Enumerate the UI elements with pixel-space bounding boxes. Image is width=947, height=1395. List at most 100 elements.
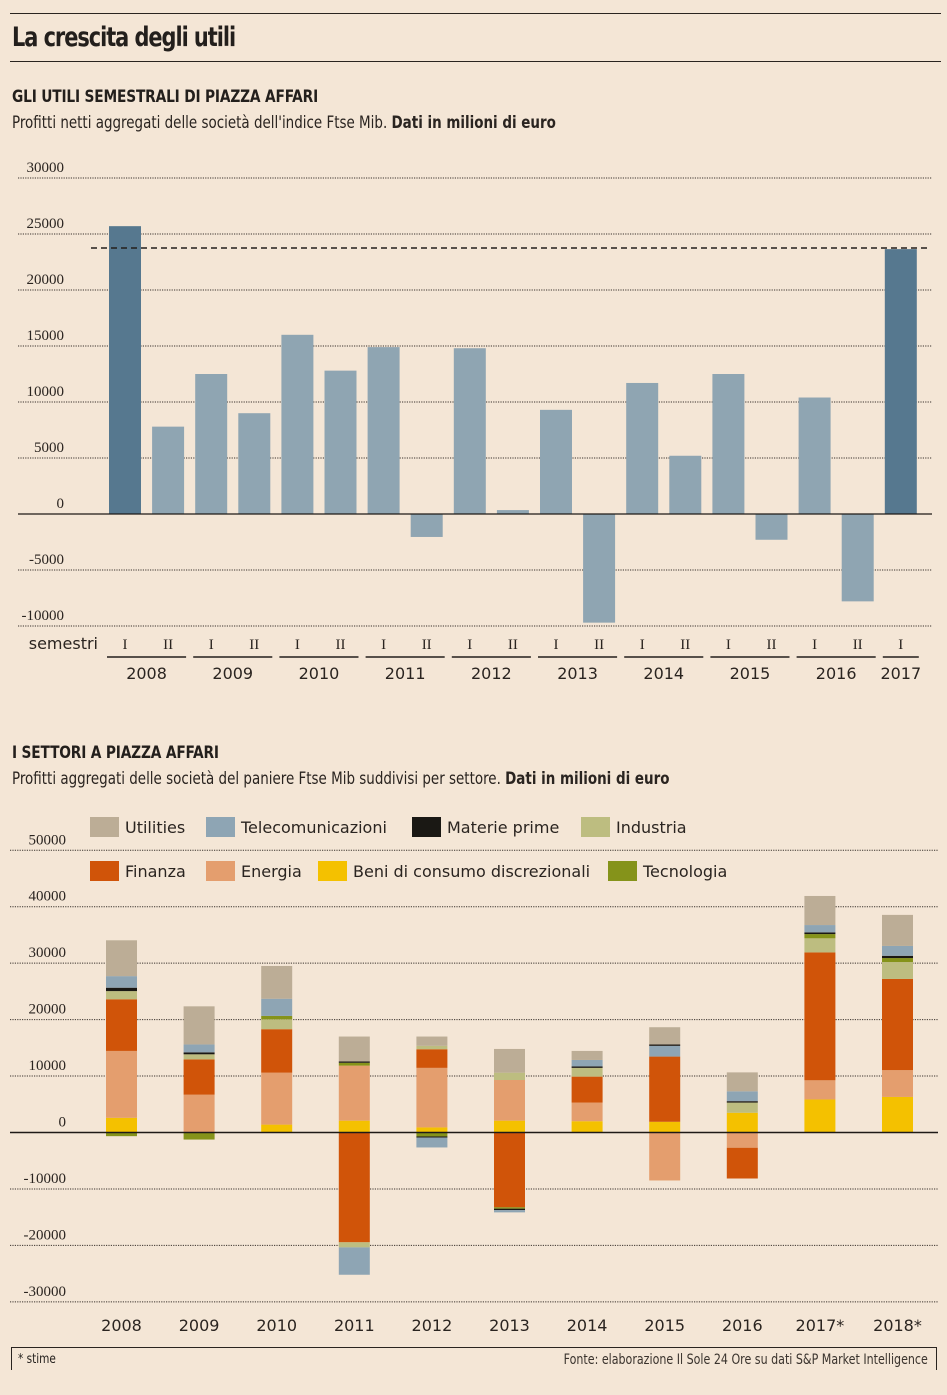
segment-beni-di-consumo-discrezionali	[494, 1120, 525, 1133]
segment-industria	[494, 1072, 525, 1081]
y-tick-label: 5000	[34, 440, 64, 456]
category-label: 2014	[567, 1316, 608, 1335]
semester-tick-label: II	[680, 637, 690, 653]
legend-label: Industria	[616, 818, 687, 837]
semester-tick-label: II	[249, 637, 259, 653]
year-label: 2017	[880, 664, 921, 683]
title-rule	[10, 61, 941, 62]
legend-swatch-beni-di-consumo-discrezionali	[318, 861, 347, 881]
bar-2015-II	[755, 514, 788, 540]
segment-energia	[106, 1050, 137, 1118]
footer: * stime Fonte: elaborazione Il Sole 24 O…	[11, 1347, 937, 1370]
y-tick-label: 30000	[27, 160, 65, 176]
segment-finanza	[494, 1132, 525, 1208]
y-tick-label: 10000	[29, 1058, 67, 1074]
chart2-title: I SETTORI A PIAZZA AFFARI	[12, 743, 219, 763]
chart1-subtitle: Profitti netti aggregati delle società d…	[12, 113, 556, 133]
semester-tick-label: I	[467, 637, 472, 653]
segment-finanza	[804, 952, 836, 1081]
year-label: 2011	[385, 664, 426, 683]
legend-label: Materie prime	[447, 818, 559, 837]
segment-beni-di-consumo-discrezionali	[571, 1121, 603, 1133]
y-tick-label: -10000	[24, 1171, 67, 1187]
segment-energia	[726, 1132, 758, 1148]
segment-energia	[494, 1080, 525, 1121]
segment-tecnologia	[804, 934, 836, 939]
segment-materie-prime	[571, 1066, 603, 1068]
bar-2008-I	[109, 226, 141, 514]
segment-energia	[416, 1067, 448, 1128]
segment-beni-di-consumo-discrezionali	[338, 1120, 370, 1133]
bar-2016-II	[841, 514, 874, 602]
segment-telecomunicazioni	[882, 945, 913, 956]
semester-tick-label: I	[898, 637, 903, 653]
semester-tick-label: II	[767, 637, 777, 653]
chart2-subtitle-unit: Dati in milioni di euro	[505, 769, 670, 789]
legend-label: Telecomunicazioni	[240, 818, 387, 837]
y-tick-label: -30000	[24, 1284, 67, 1300]
bar-2012-II	[496, 510, 529, 514]
y-tick-label: 0	[57, 496, 65, 512]
segment-energia	[571, 1102, 603, 1122]
segment-energia	[338, 1065, 370, 1121]
bar-2016-I	[798, 397, 831, 514]
y-tick-label: -5000	[29, 552, 64, 568]
semester-tick-label: II	[336, 637, 346, 653]
footer-source: Fonte: elaborazione Il Sole 24 Ore su da…	[563, 1352, 928, 1368]
semester-tick-label: I	[812, 637, 817, 653]
bar-2015-I	[712, 374, 745, 514]
semester-tick-label: II	[163, 637, 173, 653]
year-label: 2008	[126, 664, 167, 683]
segment-industria	[416, 1045, 448, 1050]
segment-telecomunicazioni	[649, 1045, 681, 1057]
y-tick-label: 10000	[27, 384, 65, 400]
segment-utilities	[571, 1050, 603, 1060]
legend-label: Beni di consumo discrezionali	[353, 862, 590, 881]
segment-energia	[882, 1070, 913, 1097]
segment-tecnologia	[494, 1207, 525, 1209]
y-tick-label: 50000	[29, 832, 67, 848]
segment-beni-di-consumo-discrezionali	[726, 1112, 758, 1133]
segment-industria	[261, 1019, 293, 1030]
segment-materie-prime	[106, 987, 137, 992]
category-label: 2012	[412, 1316, 453, 1335]
segment-energia	[804, 1080, 836, 1100]
category-label: 2010	[256, 1316, 297, 1335]
legend-swatch-telecomunicazioni	[206, 817, 235, 837]
year-label: 2015	[730, 664, 771, 683]
segment-finanza	[571, 1076, 603, 1103]
legend-swatch-utilities	[90, 817, 119, 837]
footer-note: * stime	[18, 1352, 56, 1367]
legend-label: Tecnologia	[642, 862, 727, 881]
top-rule	[10, 13, 941, 14]
semester-tick-label: II	[422, 637, 432, 653]
segment-finanza	[183, 1059, 215, 1095]
segment-industria	[571, 1067, 603, 1077]
y-tick-label: 30000	[29, 945, 67, 961]
segment-tecnologia	[183, 1132, 215, 1140]
segment-finanza	[338, 1132, 370, 1243]
segment-finanza	[261, 1029, 293, 1073]
year-label: 2012	[471, 664, 512, 683]
semester-profits-chart: 30000 25000 20000 15000 10000 5000 0 -5000 -1000…	[18, 160, 932, 683]
legend-swatch-materie-prime	[412, 817, 441, 837]
segment-materie-prime	[649, 1044, 681, 1046]
segment-utilities	[804, 895, 836, 926]
segment-beni-di-consumo-discrezionali	[649, 1121, 681, 1133]
segment-finanza	[649, 1056, 681, 1122]
y-tick-label: 20000	[29, 1002, 67, 1018]
legend-swatch-energia	[206, 861, 235, 881]
segment-tecnologia	[416, 1132, 448, 1137]
legend-swatch-industria	[581, 817, 610, 837]
y-tick-label: 20000	[27, 272, 65, 288]
semester-tick-label: II	[594, 637, 604, 653]
y-tick-label: 15000	[27, 328, 65, 344]
segment-telecomunicazioni	[726, 1091, 758, 1102]
y-tick-label: 25000	[27, 216, 65, 232]
segment-utilities	[416, 1036, 448, 1046]
chart2-subtitle: Profitti aggregati delle società del pan…	[12, 769, 669, 789]
category-label: 2008	[101, 1316, 142, 1335]
bar-2012-I	[453, 348, 486, 514]
bar-2010-I	[281, 334, 314, 514]
category-label: 2011	[334, 1316, 375, 1335]
